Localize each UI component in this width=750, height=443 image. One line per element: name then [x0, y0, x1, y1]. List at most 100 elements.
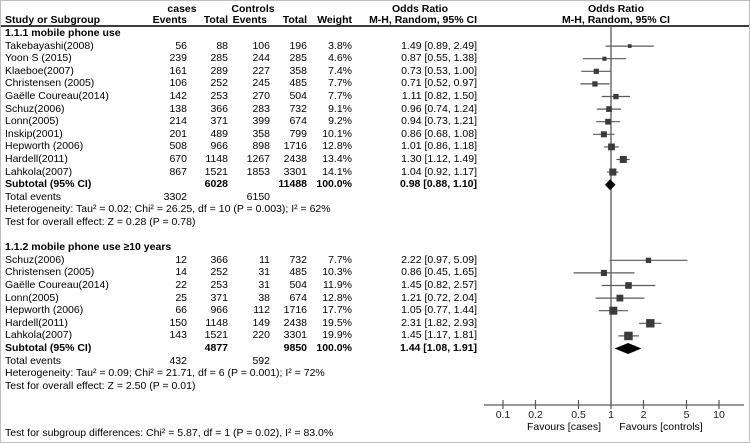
cases-events: 106: [169, 77, 187, 90]
total-events-row: Total events 432 592: [1, 354, 749, 368]
or-ci-text: 1.04 [0.92, 1.17]: [401, 165, 477, 178]
controls-total: 196: [289, 39, 307, 52]
heterogeneity-text-row: Heterogeneity: Tau² = 0.09; Chi² = 21.71…: [1, 367, 749, 380]
subtotal-weight: 100.0%: [316, 342, 352, 354]
study-name: Lahkola(2007): [5, 165, 73, 178]
or-ci-text: 1.45 [1.17, 1.81]: [401, 329, 477, 342]
controls-total: 674: [289, 291, 307, 304]
controls-events: 898: [252, 140, 270, 153]
or-method-plot-header: M-H, Random, 95% CI: [562, 14, 670, 26]
or-ci-text: 1.05 [0.77, 1.44]: [401, 304, 477, 317]
controls-total: 2438: [283, 316, 307, 329]
controls-total: 3301: [283, 165, 307, 178]
axis-tick-label: 5: [684, 409, 690, 421]
or-marker: [605, 118, 611, 125]
controls-events: 31: [258, 266, 270, 279]
or-ci-text: 1.01 [0.86, 1.18]: [401, 140, 477, 153]
controls-total: 285: [289, 52, 307, 65]
controls-total-header: Total: [282, 14, 307, 26]
study-column-header: Study or Subgroup: [5, 14, 101, 26]
controls-total: 485: [289, 266, 307, 279]
cases-events: 56: [175, 39, 187, 52]
subtotal-controls-total: 9850: [283, 342, 307, 354]
subtotal-cases-total: 4877: [204, 342, 228, 354]
controls-events: 399: [252, 115, 270, 128]
total-events-label: Total events: [5, 354, 62, 367]
study-row: Schuz(2006) 138 366 283 732 9.1% 0.96 [0.74, 1…: [1, 102, 749, 116]
cases-total: 253: [210, 90, 228, 102]
controls-total: 799: [289, 127, 307, 140]
cases-total: 253: [210, 279, 228, 291]
or-marker: [616, 294, 624, 302]
cases-events: 161: [169, 64, 187, 77]
cases-total: 966: [210, 304, 228, 317]
weight-value: 7.7%: [328, 77, 352, 90]
or-marker: [593, 68, 599, 74]
cases-events: 142: [169, 90, 187, 102]
controls-events: 244: [252, 52, 270, 65]
study-name: Christensen (2005): [5, 266, 95, 279]
controls-total: 358: [289, 64, 307, 77]
or-marker: [609, 306, 618, 315]
cases-total: 285: [210, 52, 228, 65]
overall-effect-text: Test for overall effect: Z = 2.50 (P = 0…: [5, 379, 196, 392]
or-ci-text: 0.96 [0.74, 1.24]: [401, 102, 477, 115]
controls-group-header: Controls: [231, 3, 275, 15]
cases-total-header: Total: [203, 14, 228, 26]
cases-total: 966: [210, 140, 228, 153]
or-marker: [625, 282, 632, 289]
study-row: Christensen (2005) 106 252 245 485 7.7% 0.71 […: [1, 77, 749, 90]
subgroup-label: 1.1.2 mobile phone use ≥10 years: [5, 241, 172, 254]
cases-total: 371: [210, 291, 228, 304]
total-events-controls: 6150: [246, 190, 270, 203]
or-marker: [600, 269, 607, 276]
total-events-cases: 432: [169, 354, 187, 367]
subtotal-row: Subtotal (95% CI) 6028 11488 100.0% 0.98 [0.…: [1, 178, 749, 191]
controls-events: 245: [252, 77, 270, 90]
or-ci-text: 0.71 [0.52, 0.97]: [401, 77, 477, 90]
odds-ratio-column-title: Odds Ratio: [391, 3, 448, 15]
study-row: Klaeboe(2007) 161 289 227 358 7.4% 0.73 [0.53,…: [1, 64, 749, 78]
weight-value: 19.5%: [322, 316, 352, 329]
study-name: Schuz(2006): [5, 102, 65, 115]
weight-value: 9.1%: [328, 102, 352, 115]
subgroup-label: 1.1.1 mobile phone use: [5, 27, 121, 39]
heterogeneity-text: Heterogeneity: Tau² = 0.02; Chi² = 26.25…: [5, 203, 331, 216]
cases-total: 88: [216, 39, 228, 52]
study-name: Schuz(2006): [5, 253, 65, 266]
controls-events: 38: [258, 291, 270, 304]
cases-total: 1521: [204, 329, 228, 342]
weight-value: 7.7%: [328, 90, 352, 102]
controls-events: 227: [252, 64, 270, 77]
cases-events: 214: [169, 115, 187, 128]
controls-total: 1716: [283, 140, 307, 153]
study-name: Lonn(2005): [5, 291, 59, 304]
cases-total: 252: [210, 266, 228, 279]
or-ci-text: 1.21 [0.72, 2.04]: [401, 291, 477, 304]
cases-events: 150: [169, 316, 187, 329]
study-row: Christensen (2005) 14 252 31 485 10.3% 0.86 [0…: [1, 266, 749, 279]
cases-events: 22: [175, 279, 187, 291]
study-row: Hepworth (2006) 66 966 112 1716 17.7% 1.05 [0.…: [1, 304, 749, 317]
weight-value: 17.7%: [322, 304, 352, 317]
study-name: Klaeboe(2007): [5, 64, 74, 77]
axis-tick-label: 0.1: [496, 409, 511, 421]
or-marker: [602, 56, 607, 61]
or-marker: [592, 81, 598, 87]
cases-total: 1521: [204, 165, 228, 178]
cases-events: 12: [175, 253, 187, 266]
subtotal-weight: 100.0%: [316, 178, 352, 191]
axis-tick-label: 10: [713, 409, 725, 421]
study-row: Schuz(2006) 12 366 11 732 7.7% 2.22 [0.97, 5.0…: [1, 253, 749, 267]
controls-events: 220: [252, 329, 270, 342]
or-ci-text: 1.49 [0.89, 2.49]: [401, 39, 477, 52]
axis-tick-label: 0.2: [528, 409, 543, 421]
or-ci-text: 1.11 [0.82, 1.50]: [401, 90, 477, 102]
study-row: Lonn(2005) 25 371 38 674 12.8% 1.21 [0.72, 2.0…: [1, 291, 749, 305]
axis-tick-label: 0.5: [571, 409, 586, 421]
controls-events: 1853: [246, 165, 270, 178]
controls-total: 3301: [283, 329, 307, 342]
or-marker: [608, 143, 615, 151]
